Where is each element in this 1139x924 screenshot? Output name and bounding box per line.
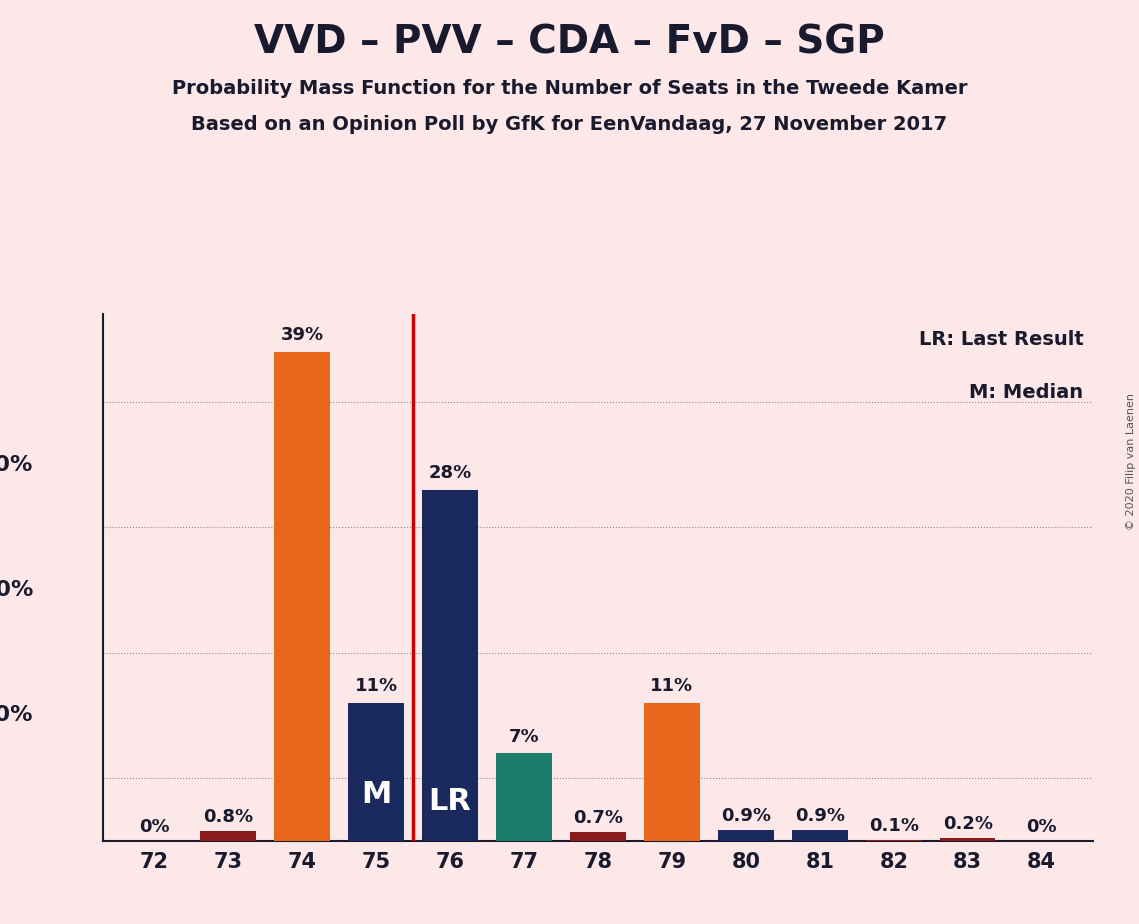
Text: 0.1%: 0.1% — [869, 817, 919, 834]
Text: 28%: 28% — [428, 464, 472, 482]
Text: LR: LR — [428, 786, 472, 816]
Text: 7%: 7% — [509, 727, 540, 746]
Bar — [645, 703, 699, 841]
Text: 39%: 39% — [280, 326, 323, 345]
Bar — [940, 838, 995, 841]
Bar — [423, 490, 477, 841]
Text: 0.9%: 0.9% — [795, 807, 845, 824]
Bar — [792, 830, 847, 841]
Text: Probability Mass Function for the Number of Seats in the Tweede Kamer: Probability Mass Function for the Number… — [172, 79, 967, 98]
Text: VVD – PVV – CDA – FvD – SGP: VVD – PVV – CDA – FvD – SGP — [254, 23, 885, 61]
Text: © 2020 Filip van Laenen: © 2020 Filip van Laenen — [1125, 394, 1136, 530]
Text: 0.8%: 0.8% — [203, 808, 253, 826]
Bar — [200, 831, 256, 841]
Text: 0.7%: 0.7% — [573, 809, 623, 827]
Bar — [571, 832, 625, 841]
Bar — [349, 703, 404, 841]
Bar — [497, 753, 551, 841]
Text: LR: Last Result: LR: Last Result — [919, 330, 1083, 349]
Bar — [274, 352, 330, 841]
Bar — [866, 840, 921, 841]
Text: 10%: 10% — [0, 705, 33, 725]
Text: 11%: 11% — [354, 677, 398, 696]
Text: M: Median: M: Median — [969, 383, 1083, 402]
Text: 20%: 20% — [0, 580, 33, 600]
Text: 0.9%: 0.9% — [721, 807, 771, 824]
Bar — [719, 830, 773, 841]
Text: 11%: 11% — [650, 677, 694, 696]
Text: 0%: 0% — [139, 818, 170, 836]
Text: 0%: 0% — [1026, 818, 1057, 836]
Text: Based on an Opinion Poll by GfK for EenVandaag, 27 November 2017: Based on an Opinion Poll by GfK for EenV… — [191, 116, 948, 135]
Text: 0.2%: 0.2% — [943, 815, 993, 833]
Text: 30%: 30% — [0, 455, 33, 475]
Text: M: M — [361, 781, 392, 809]
